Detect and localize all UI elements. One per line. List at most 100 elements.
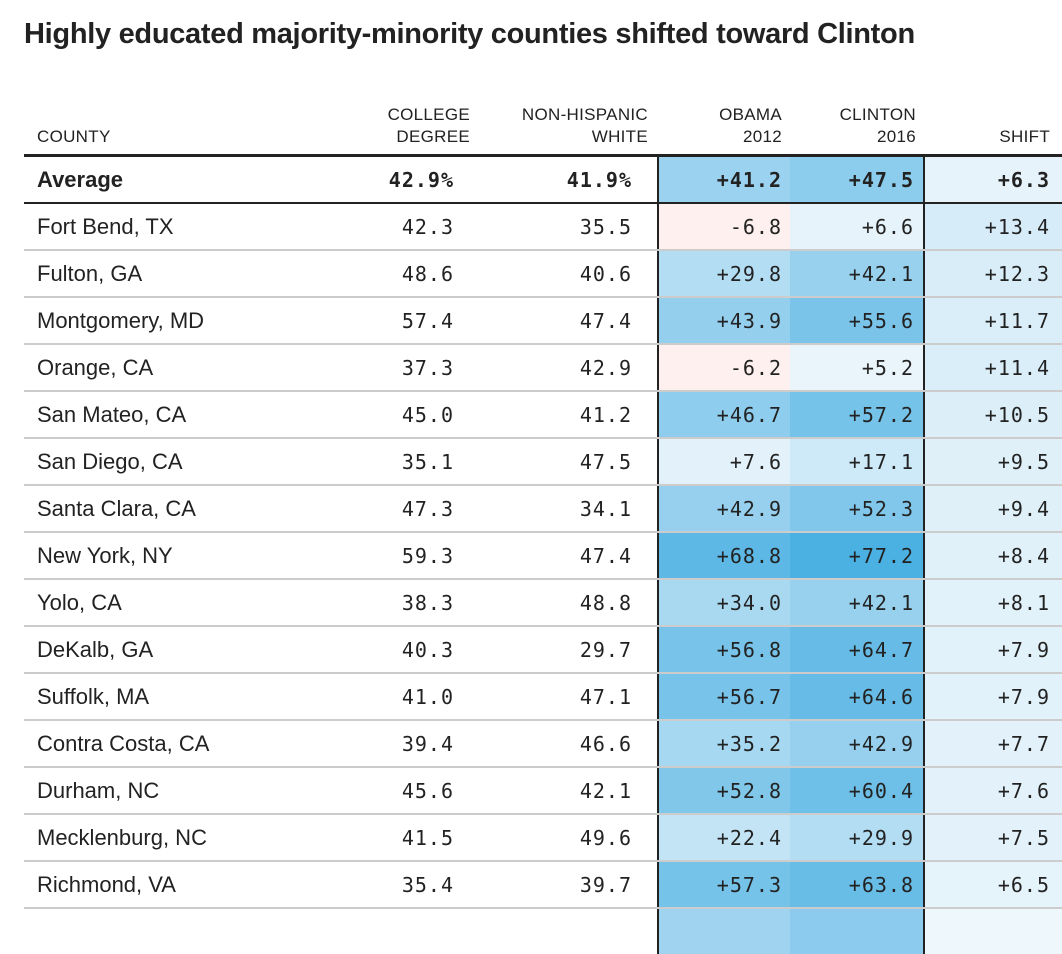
county-cell: Orange, CA — [37, 354, 154, 380]
non-hispanic-white-cell: 41.9% — [566, 167, 632, 192]
shift-cell: +13.4 — [925, 204, 1062, 249]
non-hispanic-white-cell: 47.5 — [579, 449, 632, 474]
shift-cell: +7.7 — [925, 721, 1062, 766]
table-row: Fort Bend, TX 42.3 35.5 -6.8 +6.6 +13.4 — [24, 204, 1062, 251]
table-row: Santa Clara, CA 47.3 34.1 +42.9 +52.3 +9.4 — [24, 486, 1062, 533]
clinton-2016-cell: +47.5 — [790, 157, 925, 202]
college-degree-cell: 38.3 — [401, 590, 454, 615]
column-header-shift: SHIFT — [999, 127, 1050, 146]
college-degree-cell: 42.3 — [401, 214, 454, 239]
college-degree-cell: 39.4 — [401, 731, 454, 756]
non-hispanic-white-cell: 42.1 — [579, 778, 632, 803]
obama-2012-cell: +43.9 — [657, 298, 790, 343]
college-degree-cell: 59.3 — [401, 543, 454, 568]
shift-cell: +7.9 — [925, 674, 1062, 719]
college-degree-cell: 45.6 — [401, 778, 454, 803]
county-cell: San Mateo, CA — [37, 401, 187, 427]
college-degree-cell: 35.4 — [401, 872, 454, 897]
shift-cell: +9.5 — [925, 439, 1062, 484]
clinton-2016-cell: +6.6 — [790, 204, 925, 249]
table-row: Yolo, CA 38.3 48.8 +34.0 +42.1 +8.1 — [24, 580, 1062, 627]
table-row: DeKalb, GA 40.3 29.7 +56.8 +64.7 +7.9 — [24, 627, 1062, 674]
college-degree-cell: 48.6 — [401, 261, 454, 286]
shift-cell: +10.5 — [925, 392, 1062, 437]
obama-2012-cell: +46.7 — [657, 392, 790, 437]
average-row: Average 42.9% 41.9% +41.2 +47.5 +6.3 — [24, 157, 1062, 204]
county-cell: Contra Costa, CA — [37, 730, 210, 756]
clinton-2016-cell: +63.8 — [790, 862, 925, 907]
clinton-2016-cell: +64.7 — [790, 627, 925, 672]
non-hispanic-white-cell: 40.6 — [579, 261, 632, 286]
partial-cell — [925, 909, 1062, 954]
table-row: San Mateo, CA 45.0 41.2 +46.7 +57.2 +10.5 — [24, 392, 1062, 439]
clinton-2016-cell: +57.2 — [790, 392, 925, 437]
next-row-partial — [24, 909, 1062, 954]
non-hispanic-white-cell: 47.4 — [579, 543, 632, 568]
shift-cell: +11.7 — [925, 298, 1062, 343]
obama-2012-cell: -6.8 — [657, 204, 790, 249]
shift-cell: +8.1 — [925, 580, 1062, 625]
clinton-2016-cell: +52.3 — [790, 486, 925, 531]
non-hispanic-white-cell: 42.9 — [579, 355, 632, 380]
county-cell: Fulton, GA — [37, 260, 143, 286]
obama-2012-cell: +41.2 — [657, 157, 790, 202]
clinton-2016-cell: +42.1 — [790, 580, 925, 625]
column-header-obama-2012: OBAMA 2012 — [719, 105, 782, 146]
obama-2012-cell: +56.8 — [657, 627, 790, 672]
college-degree-cell: 57.4 — [401, 308, 454, 333]
clinton-2016-cell: +29.9 — [790, 815, 925, 860]
table-row: Montgomery, MD 57.4 47.4 +43.9 +55.6 +11.7 — [24, 298, 1062, 345]
obama-2012-cell: +56.7 — [657, 674, 790, 719]
county-cell: Santa Clara, CA — [37, 495, 196, 521]
obama-2012-cell: +34.0 — [657, 580, 790, 625]
clinton-2016-cell: +77.2 — [790, 533, 925, 578]
county-cell: Montgomery, MD — [37, 307, 205, 333]
shift-cell: +12.3 — [925, 251, 1062, 296]
table-row: New York, NY 59.3 47.4 +68.8 +77.2 +8.4 — [24, 533, 1062, 580]
clinton-2016-cell: +42.1 — [790, 251, 925, 296]
shift-cell: +6.3 — [925, 157, 1062, 202]
obama-2012-cell: +29.8 — [657, 251, 790, 296]
shift-cell: +11.4 — [925, 345, 1062, 390]
non-hispanic-white-cell: 49.6 — [579, 825, 632, 850]
partial-cell — [657, 909, 790, 954]
chart-title: Highly educated majority-minority counti… — [24, 18, 915, 50]
college-degree-cell: 41.0 — [401, 684, 454, 709]
table-row: San Diego, CA 35.1 47.5 +7.6 +17.1 +9.5 — [24, 439, 1062, 486]
county-table: COUNTY COLLEGE DEGREE NON-HISPANIC WHITE OB… — [24, 96, 1062, 954]
non-hispanic-white-cell: 41.2 — [579, 402, 632, 427]
column-header-clinton-2016: CLINTON 2016 — [839, 105, 916, 146]
table-row: Mecklenburg, NC 41.5 49.6 +22.4 +29.9 +7.5 — [24, 815, 1062, 862]
table-row: Suffolk, MA 41.0 47.1 +56.7 +64.6 +7.9 — [24, 674, 1062, 721]
clinton-2016-cell: +55.6 — [790, 298, 925, 343]
column-header-college-degree: COLLEGE DEGREE — [387, 105, 470, 146]
clinton-2016-cell: +17.1 — [790, 439, 925, 484]
table-row: Orange, CA 37.3 42.9 -6.2 +5.2 +11.4 — [24, 345, 1062, 392]
county-cell: Yolo, CA — [37, 589, 122, 615]
table-row: Contra Costa, CA 39.4 46.6 +35.2 +42.9 +7.7 — [24, 721, 1062, 768]
clinton-2016-cell: +60.4 — [790, 768, 925, 813]
table-header: COUNTY COLLEGE DEGREE NON-HISPANIC WHITE OB… — [24, 96, 1062, 157]
county-cell: San Diego, CA — [37, 448, 183, 474]
table-row: Richmond, VA 35.4 39.7 +57.3 +63.8 +6.5 — [24, 862, 1062, 909]
non-hispanic-white-cell: 29.7 — [579, 637, 632, 662]
shift-cell: +7.9 — [925, 627, 1062, 672]
clinton-2016-cell: +5.2 — [790, 345, 925, 390]
obama-2012-cell: +68.8 — [657, 533, 790, 578]
county-cell: Richmond, VA — [37, 871, 176, 897]
college-degree-cell: 35.1 — [401, 449, 454, 474]
college-degree-cell: 47.3 — [401, 496, 454, 521]
college-degree-cell: 40.3 — [401, 637, 454, 662]
county-cell: New York, NY — [37, 542, 173, 568]
county-cell: Suffolk, MA — [37, 683, 150, 709]
obama-2012-cell: +52.8 — [657, 768, 790, 813]
obama-2012-cell: +35.2 — [657, 721, 790, 766]
shift-cell: +8.4 — [925, 533, 1062, 578]
college-degree-cell: 37.3 — [401, 355, 454, 380]
shift-cell: +7.6 — [925, 768, 1062, 813]
county-cell: Average — [37, 166, 124, 192]
non-hispanic-white-cell: 47.4 — [579, 308, 632, 333]
shift-cell: +6.5 — [925, 862, 1062, 907]
column-header-county: COUNTY — [37, 127, 111, 146]
county-cell: Mecklenburg, NC — [37, 824, 207, 850]
